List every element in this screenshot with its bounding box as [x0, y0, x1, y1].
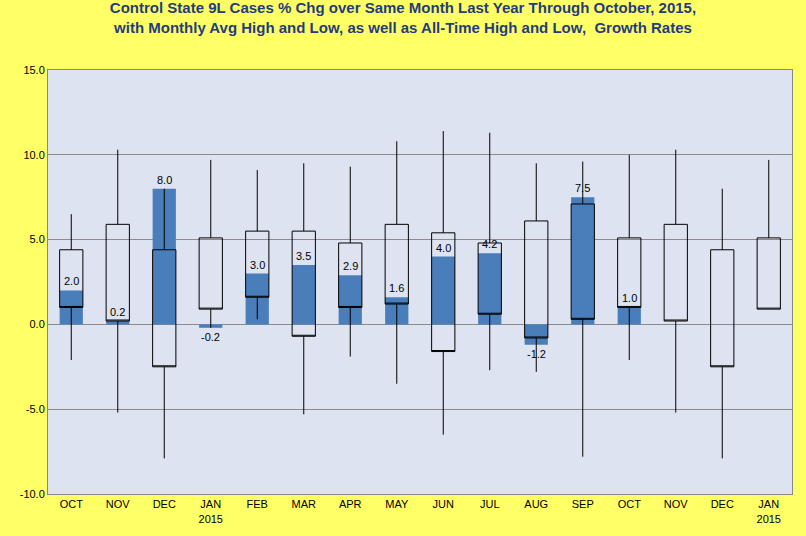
svg-text:3.0: 3.0: [250, 259, 265, 271]
svg-text:NOV: NOV: [106, 498, 131, 510]
svg-text:7.5: 7.5: [575, 182, 590, 194]
svg-text:MAY: MAY: [385, 498, 409, 510]
svg-text:SEP: SEP: [572, 498, 594, 510]
svg-text:2.0: 2.0: [64, 275, 79, 287]
svg-text:AUG: AUG: [524, 498, 548, 510]
svg-text:1.6: 1.6: [389, 282, 404, 294]
svg-text:-0.2: -0.2: [201, 331, 220, 343]
svg-text:JUN: JUN: [433, 498, 454, 510]
svg-text:8.0: 8.0: [157, 174, 172, 186]
svg-text:4.0: 4.0: [436, 242, 451, 254]
svg-text:MAR: MAR: [292, 498, 317, 510]
svg-text:NOV: NOV: [664, 498, 689, 510]
svg-text:DEC: DEC: [153, 498, 176, 510]
svg-text:Control State 9L Cases % Chg o: Control State 9L Cases % Chg over Same M…: [110, 0, 696, 36]
svg-text:APR: APR: [339, 498, 362, 510]
svg-text:JAN2015: JAN2015: [757, 498, 781, 524]
svg-text:OCT: OCT: [60, 498, 84, 510]
svg-text:0.0: 0.0: [30, 318, 45, 330]
svg-text:JUL: JUL: [480, 498, 500, 510]
svg-text:0.2: 0.2: [110, 306, 125, 318]
svg-text:15.0: 15.0: [23, 64, 44, 76]
svg-text:-10.0: -10.0: [20, 488, 45, 500]
svg-text:OCT: OCT: [618, 498, 642, 510]
svg-text:3.5: 3.5: [296, 250, 311, 262]
svg-text:-1.2: -1.2: [527, 348, 546, 360]
svg-text:DEC: DEC: [711, 498, 734, 510]
svg-text:2.9: 2.9: [343, 260, 358, 272]
svg-text:4.2: 4.2: [482, 238, 497, 250]
svg-text:-5.0: -5.0: [26, 403, 45, 415]
svg-text:JAN2015: JAN2015: [199, 498, 223, 524]
svg-text:10.0: 10.0: [23, 149, 44, 161]
svg-text:1.0: 1.0: [622, 292, 637, 304]
svg-text:5.0: 5.0: [30, 233, 45, 245]
svg-text:FEB: FEB: [247, 498, 268, 510]
